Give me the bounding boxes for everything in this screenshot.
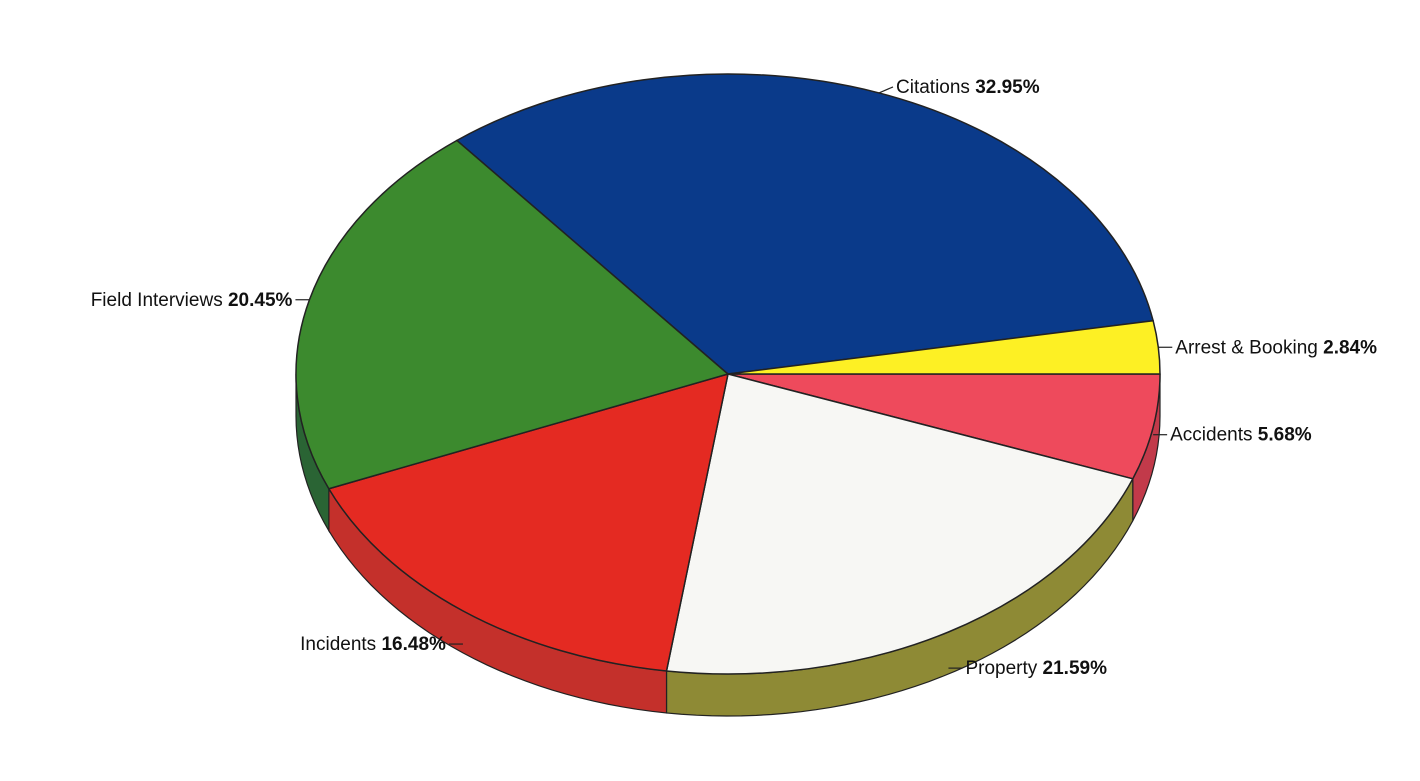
pie-slices-layer xyxy=(295,73,1161,675)
label-field-interviews: Field Interviews 20.45% xyxy=(91,290,293,311)
slice-incidents xyxy=(328,373,729,672)
label-name: Citations xyxy=(896,77,975,98)
label-citations: Citations 32.95% xyxy=(896,77,1040,98)
label-property: Property 21.59% xyxy=(965,658,1107,679)
label-accidents: Accidents 5.68% xyxy=(1170,425,1312,446)
label-leader-lines xyxy=(295,86,1173,669)
label-name: Accidents xyxy=(1170,425,1258,446)
slice-accidents xyxy=(727,373,1161,480)
slice-property xyxy=(665,373,1134,675)
label-name: Field Interviews xyxy=(91,290,228,311)
slice-arrest-and-booking xyxy=(727,319,1161,375)
label-percent: 16.48% xyxy=(381,634,446,655)
label-percent: 20.45% xyxy=(228,290,293,311)
label-percent: 5.68% xyxy=(1258,425,1312,446)
leader-citations xyxy=(878,86,894,94)
label-name: Arrest & Booking xyxy=(1175,337,1323,358)
label-percent: 21.59% xyxy=(1043,658,1108,679)
label-name: Property xyxy=(965,658,1042,679)
label-percent: 32.95% xyxy=(975,77,1040,98)
slice-field-interviews xyxy=(295,139,729,490)
label-percent: 2.84% xyxy=(1323,337,1377,358)
label-arrest-and-booking: Arrest & Booking 2.84% xyxy=(1175,337,1377,358)
slice-labels: Accidents 5.68% Property 21.59% Incidents … xyxy=(91,77,1377,679)
label-name: Incidents xyxy=(300,634,381,655)
label-incidents: Incidents 16.48% xyxy=(300,634,446,655)
